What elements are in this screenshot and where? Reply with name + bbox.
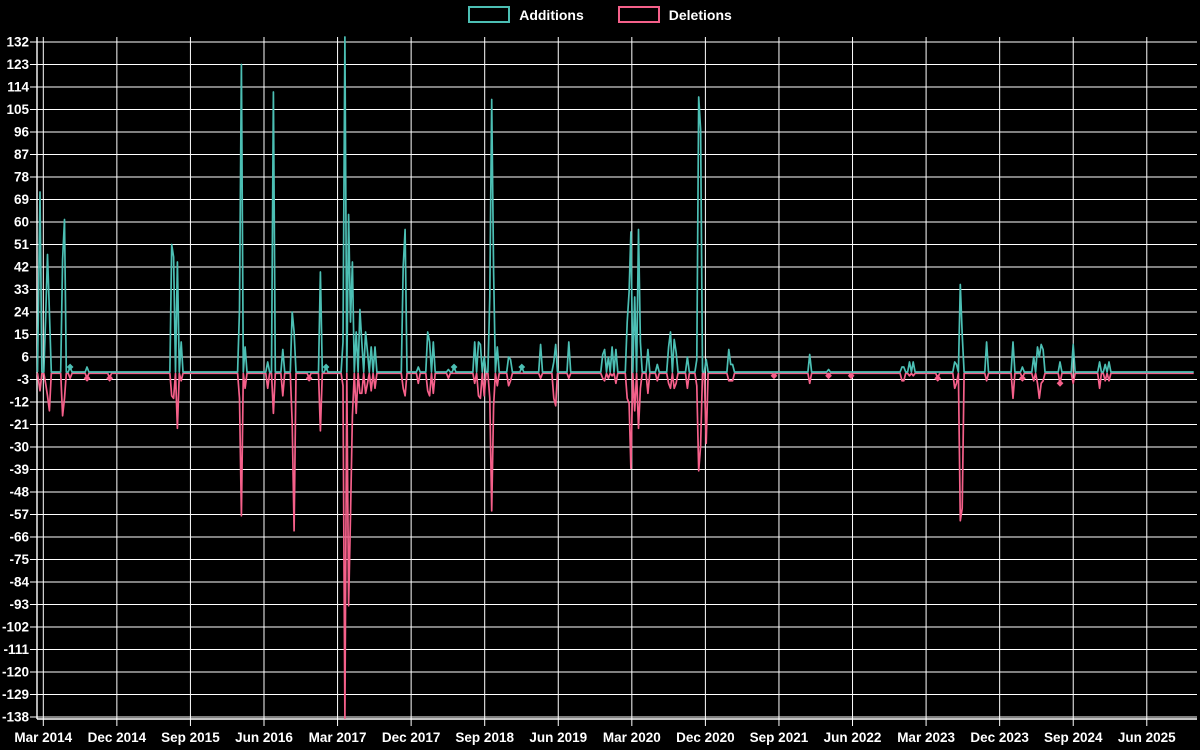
svg-text:-3: -3 (17, 372, 29, 387)
chart-legend: Additions Deletions (0, 6, 1200, 23)
svg-text:114: 114 (7, 80, 29, 95)
svg-text:-39: -39 (9, 462, 29, 477)
svg-text:Mar 2023: Mar 2023 (897, 730, 955, 745)
svg-text:Sep 2018: Sep 2018 (455, 730, 514, 745)
svg-text:Dec 2020: Dec 2020 (676, 730, 735, 745)
svg-text:87: 87 (14, 147, 29, 162)
svg-text:24: 24 (14, 305, 30, 320)
svg-text:105: 105 (6, 102, 29, 117)
svg-text:Dec 2014: Dec 2014 (88, 730, 147, 745)
svg-text:-102: -102 (2, 620, 29, 635)
svg-text:-84: -84 (9, 575, 29, 590)
svg-text:-75: -75 (9, 552, 29, 567)
svg-text:Sep 2015: Sep 2015 (161, 730, 220, 745)
svg-text:Jun 2016: Jun 2016 (235, 730, 293, 745)
svg-text:-66: -66 (9, 530, 29, 545)
svg-text:Sep 2021: Sep 2021 (750, 730, 809, 745)
svg-text:6: 6 (21, 350, 29, 365)
svg-text:78: 78 (14, 170, 30, 185)
svg-text:132: 132 (6, 35, 29, 50)
svg-text:Mar 2020: Mar 2020 (603, 730, 661, 745)
svg-text:Mar 2014: Mar 2014 (14, 730, 72, 745)
svg-text:42: 42 (14, 260, 29, 275)
legend-label-additions: Additions (519, 6, 584, 23)
svg-text:-48: -48 (9, 485, 29, 500)
svg-text:96: 96 (14, 125, 30, 140)
svg-text:60: 60 (14, 215, 29, 230)
svg-text:-93: -93 (9, 597, 29, 612)
svg-text:-120: -120 (2, 665, 29, 680)
svg-text:Mar 2017: Mar 2017 (309, 730, 367, 745)
deletions-swatch-icon (617, 6, 660, 23)
svg-text:-129: -129 (2, 687, 29, 702)
svg-text:Sep 2024: Sep 2024 (1044, 730, 1103, 745)
svg-text:-30: -30 (9, 440, 29, 455)
svg-text:-12: -12 (9, 395, 29, 410)
svg-text:Dec 2017: Dec 2017 (382, 730, 441, 745)
legend-label-deletions: Deletions (668, 6, 732, 23)
svg-text:33: 33 (14, 282, 30, 297)
svg-text:-111: -111 (3, 642, 29, 657)
svg-text:-57: -57 (9, 507, 29, 522)
legend-item-deletions[interactable]: Deletions (617, 6, 732, 23)
legend-item-additions[interactable]: Additions (468, 6, 584, 23)
svg-text:Jun 2025: Jun 2025 (1118, 730, 1176, 745)
svg-text:Jun 2019: Jun 2019 (529, 730, 587, 745)
additions-swatch-icon (468, 6, 511, 23)
svg-text:Dec 2023: Dec 2023 (970, 730, 1029, 745)
svg-text:69: 69 (14, 192, 29, 207)
svg-text:-138: -138 (2, 710, 30, 725)
svg-text:123: 123 (6, 57, 29, 72)
svg-text:-21: -21 (9, 417, 29, 432)
svg-text:51: 51 (14, 237, 30, 252)
svg-text:15: 15 (14, 327, 30, 342)
svg-text:Jun 2022: Jun 2022 (824, 730, 882, 745)
